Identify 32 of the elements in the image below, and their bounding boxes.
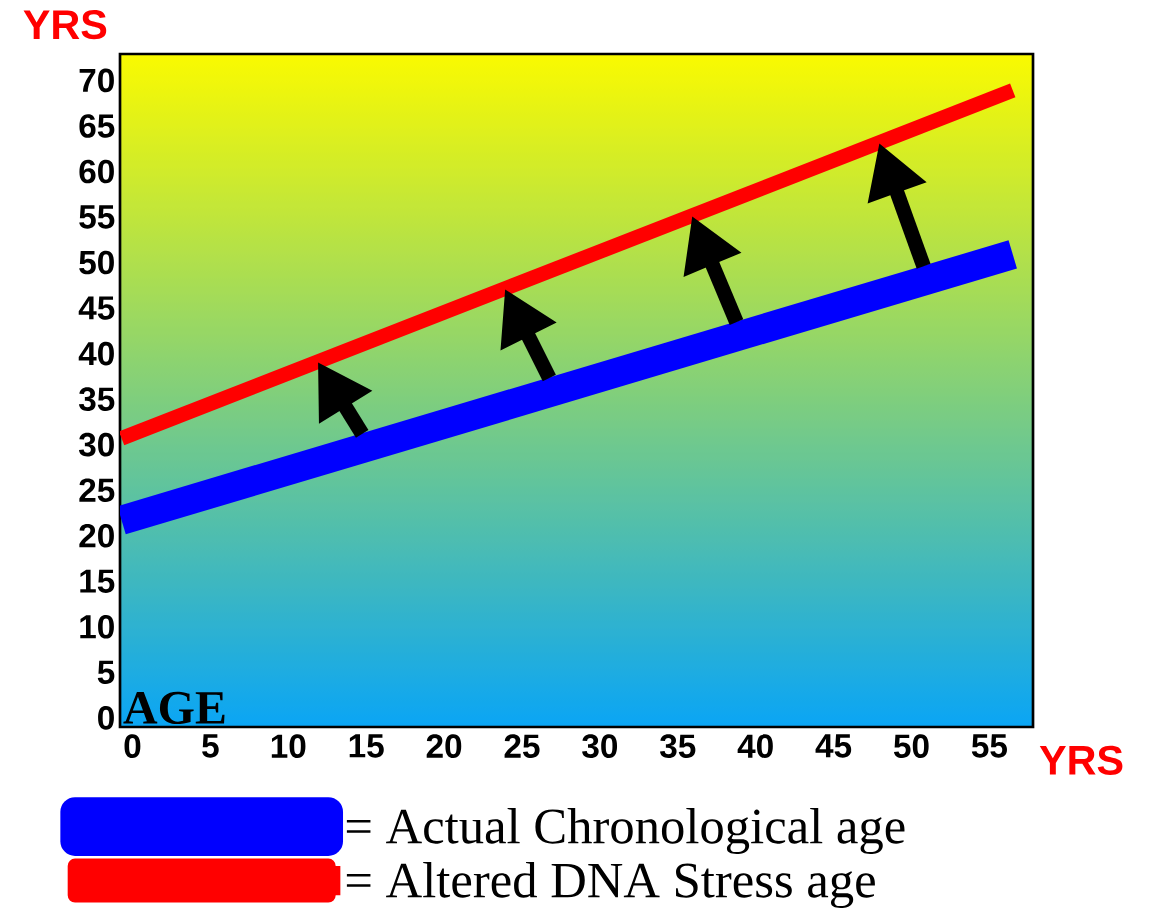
y-tick-label: 15: [80, 569, 115, 593]
x-axis-title: YRS: [1039, 745, 1123, 775]
y-tick-label: 10: [80, 615, 114, 639]
y-tick-label: 40: [78, 341, 114, 366]
y-tick-label: 0: [98, 706, 114, 730]
x-tick-label: 55: [971, 734, 1007, 758]
x-tick-label: 20: [426, 734, 462, 758]
y-tick-label: 5: [97, 660, 115, 684]
x-tick-label: 45: [815, 734, 852, 758]
y-tick-label: 45: [78, 296, 115, 320]
y-tick-label: 65: [79, 114, 115, 138]
y-tick-label: 70: [79, 68, 114, 93]
x-tick-label: 35: [660, 734, 696, 759]
x-tick-label: 0: [124, 734, 141, 758]
y-tick-label: 30: [78, 432, 114, 457]
x-tick-label: 50: [893, 734, 929, 758]
x-tick-label: 5: [202, 734, 219, 758]
x-tick-label: 30: [582, 734, 618, 759]
y-tick-label: 20: [79, 523, 114, 548]
y-tick-label: 50: [79, 250, 114, 275]
y-tick-label: 60: [79, 159, 114, 184]
x-tick-label: 40: [737, 734, 773, 758]
x-tick-label: 25: [504, 734, 540, 758]
y-axis-title: YRS: [23, 10, 107, 40]
legend-label: = Altered DNA Stress age: [346, 861, 875, 909]
legend-label: = Actual Chronological age: [346, 807, 905, 855]
x-tick-label: 15: [349, 734, 384, 758]
annotation: AGE: [123, 691, 225, 725]
y-tick-label: 25: [79, 478, 115, 503]
x-tick-label: 10: [271, 734, 306, 758]
y-tick-label: 55: [79, 205, 115, 229]
y-tick-label: 35: [78, 387, 115, 411]
